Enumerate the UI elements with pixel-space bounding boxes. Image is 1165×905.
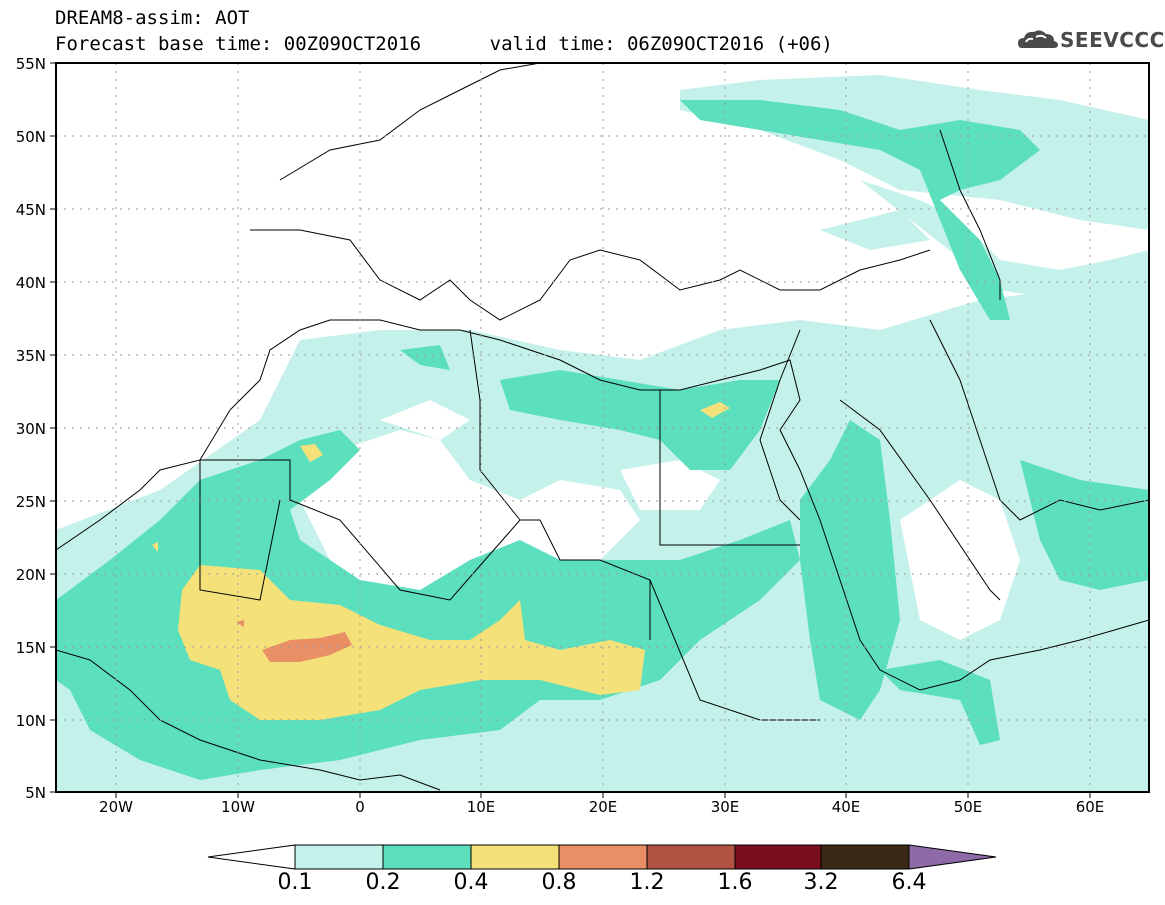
colorbar-segment — [646, 844, 736, 870]
colorbar — [207, 844, 997, 870]
lat-label: 55N — [15, 55, 46, 73]
lat-label: 30N — [15, 420, 46, 438]
colorbar-segment-above — [908, 844, 997, 870]
colorbar-label: 6.4 — [891, 870, 927, 895]
lat-label: 20N — [15, 566, 46, 584]
aot-band-0.8-1.2 — [236, 620, 352, 662]
lon-label: 60E — [1075, 798, 1105, 816]
lat-label: 10N — [15, 712, 46, 730]
colorbar-label: 1.2 — [629, 870, 665, 895]
colorbar-label: 3.2 — [803, 870, 839, 895]
colorbar-segment — [470, 844, 560, 870]
lon-label: 50E — [953, 798, 983, 816]
lon-label: 20W — [99, 798, 133, 816]
lat-label: 45N — [15, 201, 46, 219]
lat-label: 40N — [15, 274, 46, 292]
colorbar-label: 0.1 — [277, 870, 313, 895]
lon-label: 20E — [588, 798, 618, 816]
logo-text: SEEVCCC — [1060, 28, 1165, 52]
map-title: DREAM8-assim: AOT — [55, 7, 250, 29]
lat-label: 50N — [15, 128, 46, 146]
lat-label: 15N — [15, 639, 46, 657]
cloud-icon — [1018, 30, 1058, 48]
lon-label: 40E — [831, 798, 861, 816]
colorbar-label: 1.6 — [717, 870, 753, 895]
lat-label: 35N — [15, 347, 46, 365]
lat-label: 25N — [15, 493, 46, 511]
graticule — [56, 63, 1149, 792]
colorbar-label: 0.4 — [453, 870, 489, 895]
lat-label: 5N — [25, 784, 46, 802]
colorbar-label: 0.8 — [541, 870, 577, 895]
lon-label: 30E — [710, 798, 740, 816]
colorbar-segment — [820, 844, 910, 870]
lon-label: 10E — [466, 798, 496, 816]
lon-label: 10W — [221, 798, 255, 816]
axis-ticks — [50, 62, 1091, 798]
colorbar-segment — [294, 844, 384, 870]
colorbar-segment — [558, 844, 648, 870]
map-subtitle: Forecast base time: 00Z09OCT2016 valid t… — [55, 33, 833, 55]
colorbar-segment — [382, 844, 472, 870]
aot-band-0.4-0.8 — [152, 402, 730, 720]
country-borders — [199, 329, 1001, 721]
lon-label: 0 — [355, 798, 365, 816]
colorbar-label: 0.2 — [365, 870, 401, 895]
colorbar-segment — [734, 844, 822, 870]
colorbar-segment-below — [207, 844, 296, 870]
